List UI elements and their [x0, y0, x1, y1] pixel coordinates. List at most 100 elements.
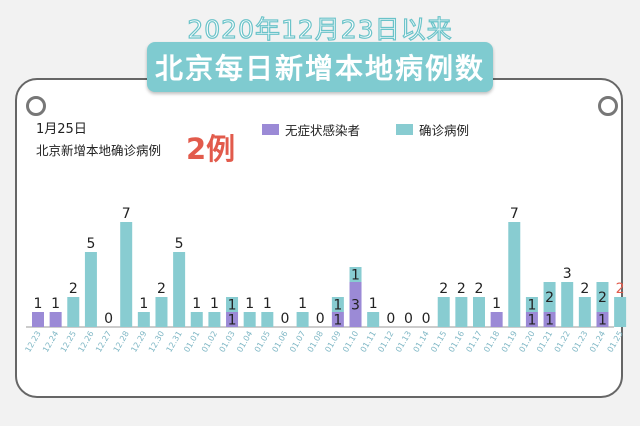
- title-date-range: 2020年12月23日以来: [187, 14, 453, 44]
- total-label: 0: [104, 311, 113, 327]
- bar-confirmed: [614, 297, 627, 327]
- x-tick-label: 01.11: [359, 330, 378, 354]
- total-label: 1: [192, 296, 201, 312]
- legend-label-asymptomatic: 无症状感染者: [285, 123, 361, 138]
- x-tick-label: 01.02: [200, 330, 219, 354]
- segment-label-asymptomatic: 1: [545, 313, 554, 329]
- total-label: 2: [157, 281, 166, 297]
- total-label: 2: [439, 281, 448, 297]
- x-tick-label: 12.26: [76, 330, 95, 354]
- x-tick-label: 01.19: [500, 330, 519, 354]
- total-label: 1: [245, 296, 254, 312]
- segment-label-confirmed: 2: [598, 290, 607, 306]
- x-tick-label: 12.23: [23, 330, 42, 354]
- bar-confirmed: [190, 312, 203, 327]
- total-label: 0: [404, 311, 413, 327]
- x-tick-label: 12.27: [94, 330, 113, 354]
- x-tick-label: 01.18: [482, 330, 501, 354]
- legend-item-asymptomatic: 无症状感染者: [262, 120, 360, 139]
- x-tick-label: 01.10: [341, 330, 360, 354]
- bar-confirmed: [525, 297, 538, 312]
- bar-confirmed: [261, 312, 274, 327]
- chart-title: 北京每日新增本地病例数: [154, 52, 485, 85]
- bar-confirmed: [508, 222, 521, 327]
- total-label: 0: [316, 311, 325, 327]
- x-tick-label: 01.13: [394, 330, 413, 354]
- x-tick-label: 01.14: [412, 330, 431, 354]
- total-label: 7: [122, 206, 131, 222]
- total-label: 2: [580, 281, 589, 297]
- total-label: 2: [457, 281, 466, 297]
- note-date: 1月25日: [36, 122, 87, 137]
- bar-asymptomatic: [543, 312, 556, 327]
- x-tick-label: 12.29: [129, 330, 148, 354]
- x-tick-label: 01.22: [553, 330, 572, 354]
- bar-asymptomatic: [596, 312, 609, 327]
- x-tick-label: 12.25: [59, 330, 78, 354]
- x-tick-label: 01.03: [218, 330, 237, 354]
- x-tick-label: 01.12: [376, 330, 395, 354]
- bar-confirmed: [243, 312, 256, 327]
- title-banner: 北京每日新增本地病例数: [147, 42, 493, 92]
- total-label: 1: [210, 296, 219, 312]
- bar-confirmed: [120, 222, 133, 327]
- bar-confirmed: [331, 297, 344, 312]
- bar-confirmed: [437, 297, 450, 327]
- bar-confirmed: [155, 297, 168, 327]
- total-label: 1: [369, 296, 378, 312]
- total-label: 3: [563, 266, 572, 282]
- total-label: 1: [139, 296, 148, 312]
- x-tick-label: 01.05: [253, 330, 272, 354]
- binder-hole-left: [26, 96, 46, 116]
- bar-confirmed: [226, 297, 239, 312]
- legend-item-confirmed: 确诊病例: [396, 120, 469, 139]
- bar-confirmed: [367, 312, 380, 327]
- bar-confirmed: [578, 297, 591, 327]
- x-tick-label: 01.16: [447, 330, 466, 354]
- segment-label-confirmed: 1: [527, 298, 536, 314]
- x-tick-label: 01.06: [270, 330, 289, 354]
- total-label: 0: [280, 311, 289, 327]
- x-tick-label: 01.07: [288, 330, 307, 354]
- segment-label-confirmed: 1: [351, 268, 360, 284]
- x-tick-label: 12.28: [112, 330, 131, 354]
- bar-asymptomatic: [32, 312, 44, 327]
- x-tick-label: 01.25: [606, 330, 625, 354]
- x-tick-label: 12.24: [41, 330, 60, 354]
- x-tick-label: 01.23: [570, 330, 589, 354]
- note-label: 北京新增本地确诊病例: [36, 143, 162, 158]
- x-tick-label: 01.04: [235, 330, 254, 354]
- segment-label-asymptomatic: 1: [527, 313, 536, 329]
- bar-asymptomatic: [525, 312, 538, 327]
- total-label: 5: [86, 236, 95, 252]
- segment-label-confirmed: 1: [333, 298, 342, 314]
- bar-confirmed: [296, 312, 309, 327]
- legend-swatch-confirmed: [396, 124, 413, 135]
- total-label: 1: [51, 296, 60, 312]
- x-tick-label: 01.15: [429, 330, 448, 354]
- x-tick-label: 01.01: [182, 330, 201, 354]
- segment-label-asymptomatic: 3: [351, 298, 360, 314]
- x-tick-label: 12.30: [147, 330, 166, 354]
- total-label: 5: [175, 236, 184, 252]
- bar-confirmed: [67, 297, 80, 327]
- bar-confirmed: [208, 312, 221, 327]
- x-tick-label: 01.20: [517, 330, 536, 354]
- bar-confirmed: [455, 297, 468, 327]
- total-label: 1: [492, 296, 501, 312]
- segment-label-asymptomatic: 1: [228, 313, 237, 329]
- x-tick-label: 01.08: [306, 330, 325, 354]
- total-label: 1: [298, 296, 307, 312]
- legend-swatch-asymptomatic: [262, 124, 279, 135]
- total-label: 2: [616, 281, 625, 297]
- x-tick-label: 12.31: [165, 330, 184, 354]
- total-label: 2: [69, 281, 78, 297]
- total-label: 0: [386, 311, 395, 327]
- segment-label-confirmed: 1: [228, 298, 237, 314]
- bar-asymptomatic: [226, 312, 239, 327]
- segment-label-asymptomatic: 1: [333, 313, 342, 329]
- note-count: 2例: [186, 132, 236, 166]
- bar-asymptomatic: [331, 312, 344, 327]
- bar-confirmed: [84, 252, 97, 327]
